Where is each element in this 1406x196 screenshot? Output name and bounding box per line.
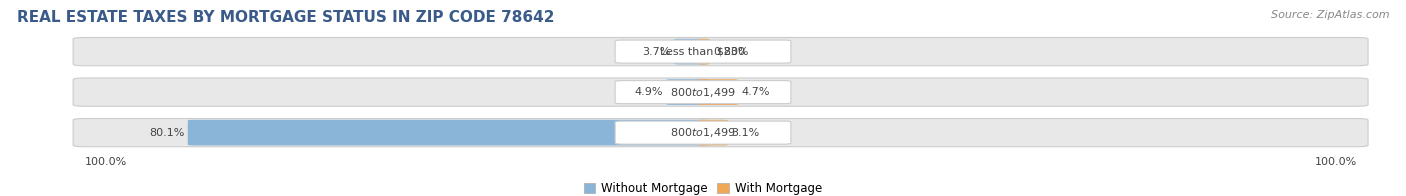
Text: 0.23%: 0.23% <box>713 47 748 57</box>
FancyBboxPatch shape <box>697 39 710 64</box>
FancyBboxPatch shape <box>188 120 709 145</box>
FancyBboxPatch shape <box>697 120 728 145</box>
Text: 100.0%: 100.0% <box>84 157 127 167</box>
FancyBboxPatch shape <box>73 119 1368 147</box>
Text: Source: ZipAtlas.com: Source: ZipAtlas.com <box>1271 10 1389 20</box>
Text: $800 to $1,499: $800 to $1,499 <box>671 126 735 139</box>
Text: 4.9%: 4.9% <box>636 87 664 97</box>
Text: REAL ESTATE TAXES BY MORTGAGE STATUS IN ZIP CODE 78642: REAL ESTATE TAXES BY MORTGAGE STATUS IN … <box>17 10 554 25</box>
FancyBboxPatch shape <box>73 37 1368 66</box>
Legend: Without Mortgage, With Mortgage: Without Mortgage, With Mortgage <box>579 177 827 196</box>
Text: Less than $800: Less than $800 <box>661 47 745 57</box>
FancyBboxPatch shape <box>616 121 790 144</box>
FancyBboxPatch shape <box>616 40 790 63</box>
Text: $800 to $1,499: $800 to $1,499 <box>671 86 735 99</box>
Text: 80.1%: 80.1% <box>149 128 186 138</box>
FancyBboxPatch shape <box>616 81 790 104</box>
FancyBboxPatch shape <box>697 79 738 105</box>
FancyBboxPatch shape <box>673 39 709 64</box>
Text: 3.1%: 3.1% <box>731 128 759 138</box>
Text: 100.0%: 100.0% <box>1315 157 1357 167</box>
FancyBboxPatch shape <box>666 79 709 105</box>
Text: 3.7%: 3.7% <box>643 47 671 57</box>
Text: 4.7%: 4.7% <box>741 87 770 97</box>
FancyBboxPatch shape <box>73 78 1368 106</box>
